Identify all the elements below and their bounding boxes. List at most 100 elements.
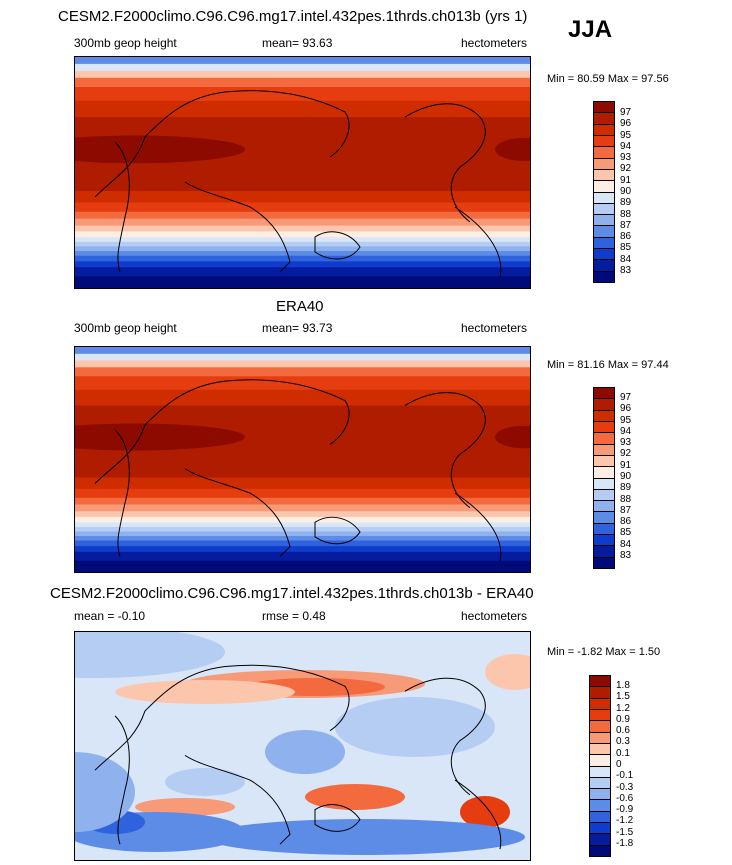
colorbar-tick-label: 85 (620, 527, 632, 539)
colorbar-tick-label: -0.1 (616, 770, 634, 782)
panel-3-title: CESM2.F2000climo.C96.C96.mg17.intel.432p… (50, 585, 534, 602)
colorbar-swatch (594, 271, 614, 282)
colorbar-swatch (590, 743, 610, 756)
colorbar-tick-label: 1.5 (616, 691, 630, 703)
colorbar-tick-label: 0.9 (616, 713, 630, 725)
colorbar-swatch (590, 755, 610, 767)
colorbar-tick-label: 86 (620, 516, 632, 528)
colorbar-tick-label: 0.3 (616, 736, 630, 748)
panel-2-colorbar (593, 387, 615, 569)
colorbar-swatch (594, 102, 614, 114)
colorbar-swatch (594, 124, 614, 136)
colorbar-tick-label: 97 (620, 107, 632, 118)
colorbar-swatch (590, 687, 610, 699)
colorbar-swatch (594, 135, 614, 148)
colorbar-tick-label: -1.5 (616, 826, 634, 838)
colorbar-tick-label: 95 (620, 414, 632, 426)
colorbar-swatch (594, 192, 614, 204)
panel-1-variable-label: 300mb geop height (74, 36, 177, 50)
colorbar-tick-label: 89 (620, 482, 632, 494)
panel-1-minmax-label: Min = 80.59 Max = 97.56 (547, 73, 669, 85)
colorbar-tick-label: 86 (620, 231, 632, 243)
colorbar-swatch (594, 215, 614, 227)
colorbar-tick-label: 93 (620, 152, 632, 164)
colorbar-swatch (590, 811, 610, 824)
obs-map-field (75, 347, 530, 572)
colorbar-tick-label: 83 (620, 549, 632, 561)
colorbar-tick-label: 90 (620, 185, 632, 197)
panel-3-colorbar (589, 675, 611, 857)
colorbar-swatch (590, 823, 610, 835)
colorbar-swatch (594, 388, 614, 400)
colorbar-swatch (594, 169, 614, 182)
colorbar-swatch (590, 676, 610, 688)
colorbar-tick-label: -0.3 (616, 781, 634, 793)
colorbar-tick-label: 87 (620, 504, 632, 516)
colorbar-tick-label: 0 (616, 758, 622, 770)
colorbar-tick-label: 96 (620, 403, 632, 415)
colorbar-tick-label: 87 (620, 219, 632, 231)
colorbar-swatch (594, 226, 614, 238)
panel-2-variable-label: 300mb geop height (74, 321, 177, 335)
colorbar-swatch (590, 721, 610, 733)
panel-1-mean-label: mean= 93.63 (262, 36, 333, 50)
colorbar-swatch (594, 444, 614, 456)
colorbar-tick-label: -0.9 (616, 804, 634, 816)
colorbar-swatch (590, 698, 610, 710)
colorbar-tick-label: 97 (620, 392, 632, 403)
colorbar-swatch (594, 421, 614, 434)
colorbar-swatch (590, 789, 610, 801)
colorbar-tick-label: 94 (620, 425, 632, 437)
colorbar-tick-label: 91 (620, 459, 632, 471)
panel-2-map (74, 346, 531, 573)
colorbar-swatch (594, 147, 614, 159)
panel-2-title: ERA40 (276, 298, 324, 315)
colorbar-tick-label: -0.6 (616, 792, 634, 804)
colorbar-swatch (594, 260, 614, 272)
colorbar-swatch (594, 410, 614, 422)
colorbar-tick-label: 85 (620, 242, 632, 254)
panel-3-map (74, 631, 531, 861)
colorbar-tick-label: -1.2 (616, 815, 634, 827)
panel-3-mean-label: mean = -0.10 (74, 609, 146, 623)
colorbar-swatch (590, 766, 610, 778)
colorbar-swatch (594, 433, 614, 445)
colorbar-tick-label: 0.1 (616, 747, 630, 759)
colorbar-swatch (594, 501, 614, 513)
colorbar-swatch (594, 399, 614, 411)
panel-1-colorbar (593, 101, 615, 283)
panel-2-minmax-label: Min = 81.16 Max = 97.44 (547, 359, 669, 371)
colorbar-tick-label: 90 (620, 470, 632, 482)
model-map-field (75, 57, 530, 288)
panel-3-colorbar-labels: 1.8 1.5 1.2 0.9 0.6 0.3 0.1 0 -0.1 -0.3 -0.6 -0.9 -1… (616, 681, 633, 849)
colorbar-swatch (590, 709, 610, 722)
colorbar-tick-label: 1.8 (616, 680, 630, 691)
colorbar-tick-label: 0.6 (616, 725, 630, 737)
colorbar-swatch (594, 113, 614, 125)
colorbar-swatch (594, 203, 614, 216)
colorbar-tick-label: 88 (620, 493, 632, 505)
colorbar-swatch (594, 523, 614, 536)
colorbar-swatch (590, 800, 610, 812)
colorbar-tick-label: 96 (620, 118, 632, 130)
colorbar-tick-label: 1.2 (616, 702, 630, 714)
colorbar-tick-label: 93 (620, 437, 632, 449)
colorbar-swatch (594, 467, 614, 479)
season-label: JJA (568, 16, 613, 43)
colorbar-swatch (594, 557, 614, 568)
colorbar-swatch (594, 249, 614, 261)
colorbar-tick-label: 89 (620, 197, 632, 209)
panel-2-mean-label: mean= 93.73 (262, 321, 333, 335)
panel-1-units-label: hectometers (461, 36, 528, 50)
colorbar-tick-label: 94 (620, 140, 632, 152)
colorbar-swatch (590, 845, 610, 856)
colorbar-swatch (594, 158, 614, 170)
panel-1-colorbar-labels: 97 96 95 94 93 92 91 90 89 88 87 86 85 84 83 (620, 108, 631, 276)
colorbar-tick-label: 84 (620, 253, 632, 265)
panel-3-rmse-label: rmse = 0.48 (262, 609, 326, 623)
colorbar-tick-label: 83 (620, 264, 632, 276)
colorbar-tick-label: 92 (620, 163, 632, 175)
colorbar-tick-label: 88 (620, 208, 632, 220)
colorbar-swatch (594, 546, 614, 558)
colorbar-tick-label: 95 (620, 129, 632, 141)
